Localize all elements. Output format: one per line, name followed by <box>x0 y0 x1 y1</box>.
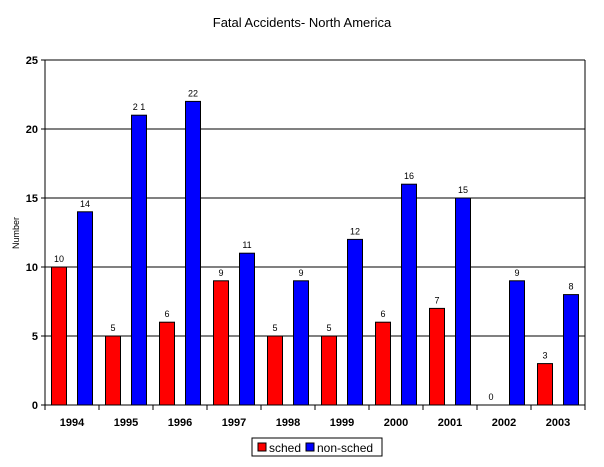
data-label-non-sched-1997: 11 <box>242 240 251 250</box>
grid-layer <box>45 59 585 337</box>
bar-sched-1994 <box>51 266 67 406</box>
legend-label-sched: sched <box>269 441 301 455</box>
data-label-non-sched-2001: 15 <box>458 185 468 195</box>
x-tick-label-2001: 2001 <box>438 417 462 429</box>
data-label-sched-2001: 7 <box>434 295 439 305</box>
data-label-sched-2002: 0 <box>488 392 493 402</box>
bar-non-sched-1994 <box>77 211 93 406</box>
data-label-sched-1995: 5 <box>110 323 115 333</box>
x-tick-label-2000: 2000 <box>384 417 408 429</box>
y-axis-label: Number <box>11 217 21 249</box>
axis-layer: 0 5 10 15 20 25 1994 1995 1996 1997 1998 1999 2000 20… <box>26 55 586 429</box>
bar-non-sched-1995 <box>131 114 147 406</box>
bar-non-sched-1996 <box>185 100 201 406</box>
y-tick-label-10: 10 <box>26 262 38 274</box>
x-tick-label-1997: 1997 <box>222 417 246 429</box>
bar-sched-1998 <box>267 335 283 406</box>
bar-non-sched-2000 <box>401 183 417 406</box>
y-tick-label-25: 25 <box>26 55 38 67</box>
data-label-non-sched-2000: 16 <box>404 171 414 181</box>
bar-sched-2001 <box>429 307 445 406</box>
data-label-non-sched-1998: 9 <box>298 268 303 278</box>
y-tick-label-15: 15 <box>26 193 38 205</box>
x-tick-label-1998: 1998 <box>276 417 300 429</box>
data-label-sched-1997: 9 <box>218 268 223 278</box>
legend-swatch-non-sched <box>305 442 315 452</box>
chart-title: Fatal Accidents- North America <box>213 15 392 30</box>
bar-non-sched-1999 <box>347 238 363 406</box>
legend-label-non-sched: non-sched <box>317 441 373 455</box>
bar-sched-1997 <box>213 280 229 406</box>
data-label-non-sched-1995: 2 1 <box>133 102 146 112</box>
bar-non-sched-2003 <box>563 294 579 406</box>
data-label-sched-1999: 5 <box>326 323 331 333</box>
data-label-non-sched-1994: 14 <box>80 199 90 209</box>
legend-swatch-sched <box>257 442 267 452</box>
bar-sched-2000 <box>375 321 391 406</box>
data-label-non-sched-2003: 8 <box>568 282 573 292</box>
bar-sched-1999 <box>321 335 337 406</box>
data-label-sched-1998: 5 <box>272 323 277 333</box>
data-label-sched-2000: 6 <box>380 309 385 319</box>
data-label-sched-2003: 3 <box>542 351 547 361</box>
bar-sched-2003 <box>537 363 553 406</box>
legend: sched non-sched <box>251 437 383 457</box>
bar-non-sched-2001 <box>455 197 471 406</box>
bar-sched-1996 <box>159 321 175 406</box>
bar-sched-1995 <box>105 335 121 406</box>
legend-box <box>251 437 383 457</box>
data-label-non-sched-1999: 12 <box>350 226 360 236</box>
bar-non-sched-1998 <box>293 280 309 406</box>
data-label-sched-1996: 6 <box>164 309 169 319</box>
y-tick-label-0: 0 <box>32 400 38 412</box>
x-tick-label-2002: 2002 <box>492 417 516 429</box>
data-label-non-sched-2002: 9 <box>514 268 519 278</box>
x-tick-label-1999: 1999 <box>330 417 354 429</box>
y-tick-label-20: 20 <box>26 124 38 136</box>
x-tick-label-1995: 1995 <box>114 417 138 429</box>
bar-non-sched-1997 <box>239 252 255 406</box>
x-tick-label-1996: 1996 <box>168 417 192 429</box>
x-tick-label-1994: 1994 <box>60 417 85 429</box>
bar-non-sched-2002 <box>509 280 525 406</box>
x-tick-label-2003: 2003 <box>546 417 570 429</box>
bar-layer: 10 14 5 2 1 6 22 9 11 5 9 5 12 6 16 7 15 0 9 3 8 <box>51 88 579 406</box>
y-tick-label-5: 5 <box>32 331 38 343</box>
data-label-non-sched-1996: 22 <box>188 88 198 98</box>
data-label-sched-1994: 10 <box>54 254 64 264</box>
